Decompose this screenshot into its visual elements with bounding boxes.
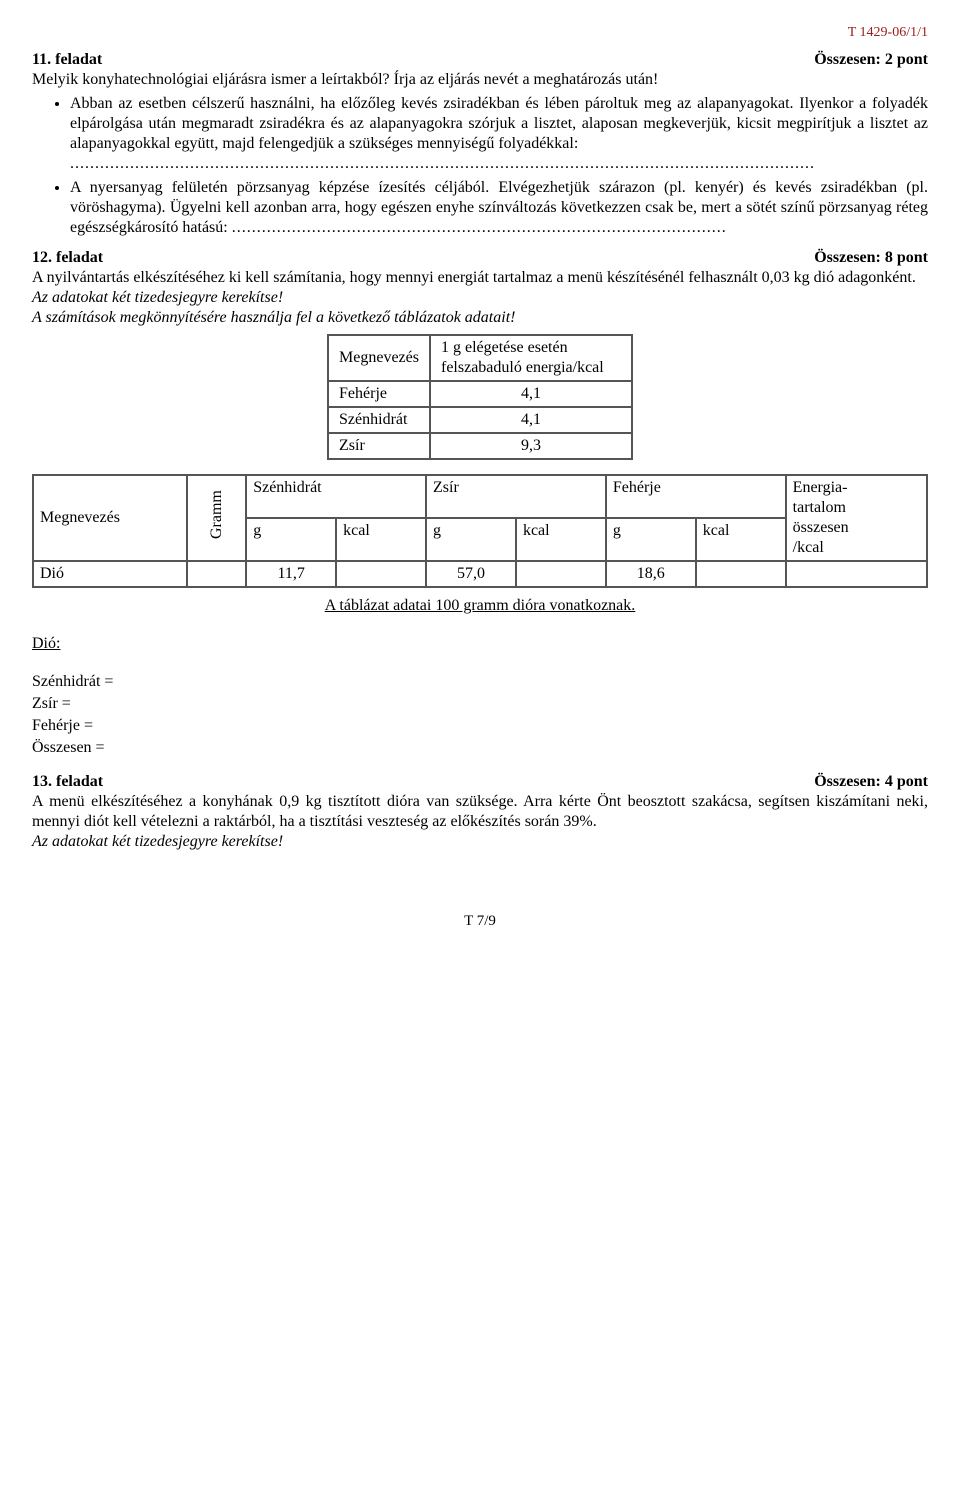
task13-p1: A menü elkészítéséhez a konyhának 0,9 kg…	[32, 792, 928, 832]
energy-table-h2: 1 g elégetése esetén felszabaduló energi…	[430, 335, 632, 381]
task12-heading: 12. feladat	[32, 248, 103, 268]
calc-szenhidrat: Szénhidrát =	[32, 672, 928, 692]
energy-row-val: 4,1	[430, 407, 632, 433]
calc-feherje: Fehérje =	[32, 716, 928, 736]
row-dio-sz-kcal	[336, 561, 426, 587]
task12-p2: Az adatokat két tizedesjegyre kerekítse!	[32, 288, 928, 308]
col-zsir: Zsír	[426, 475, 606, 518]
unit-g: g	[426, 518, 516, 561]
task13-p2: Az adatokat két tizedesjegyre kerekítse!	[32, 832, 928, 852]
unit-kcal: kcal	[696, 518, 786, 561]
unit-g: g	[606, 518, 696, 561]
page-number: T 7/9	[32, 912, 928, 931]
calc-block: Szénhidrát = Zsír = Fehérje = Összesen =	[32, 672, 928, 758]
col-gramm: Gramm	[187, 475, 246, 561]
energy-table: Megnevezés 1 g elégetése esetén felszaba…	[327, 334, 633, 460]
task13-heading: 13. feladat	[32, 772, 103, 792]
unit-g: g	[246, 518, 336, 561]
nutrient-table: Megnevezés Gramm Szénhidrát Zsír Fehérje…	[32, 474, 928, 588]
table-footnote: A táblázat adatai 100 gramm dióra vonatk…	[32, 596, 928, 616]
task11-dots-2: ........................................…	[232, 219, 727, 236]
task11-intro: Melyik konyhatechnológiai eljárásra isme…	[32, 70, 928, 90]
dio-label: Dió:	[32, 634, 928, 654]
row-dio-zs-g: 57,0	[426, 561, 516, 587]
task11-heading: 11. feladat	[32, 50, 102, 70]
energy-row-val: 4,1	[430, 381, 632, 407]
col-szenhidrat: Szénhidrát	[246, 475, 426, 518]
row-dio-gramm	[187, 561, 246, 587]
task13-points: Összesen: 4 pont	[814, 772, 928, 792]
task11-bullet-1: Abban az esetben célszerű használni, ha …	[70, 94, 928, 174]
row-dio-sz-g: 11,7	[246, 561, 336, 587]
row-dio-feh-g: 18,6	[606, 561, 696, 587]
doc-code: T 1429-06/1/1	[32, 24, 928, 42]
energy-table-h1: Megnevezés	[328, 335, 430, 381]
calc-osszesen: Összesen =	[32, 738, 928, 758]
row-dio-zs-kcal	[516, 561, 606, 587]
unit-kcal: kcal	[336, 518, 426, 561]
col-megnevezes: Megnevezés	[33, 475, 187, 561]
col-gramm-label: Gramm	[209, 483, 225, 547]
col-energia-l2: tartalom	[793, 499, 846, 516]
col-energia: Energia- tartalom összesen /kcal	[786, 475, 927, 561]
col-feherje: Fehérje	[606, 475, 786, 518]
task11-points: Összesen: 2 pont	[814, 50, 928, 70]
task12-points: Összesen: 8 pont	[814, 248, 928, 268]
row-dio-feh-kcal	[696, 561, 786, 587]
energy-row-name: Fehérje	[328, 381, 430, 407]
task12-p3: A számítások megkönnyítésére használja f…	[32, 308, 928, 328]
calc-zsir: Zsír =	[32, 694, 928, 714]
row-dio-name: Dió	[33, 561, 187, 587]
col-energia-l3: összesen	[793, 519, 849, 536]
col-energia-l1: Energia-	[793, 479, 848, 496]
col-energia-l4: /kcal	[793, 539, 824, 556]
task12-p1: A nyilvántartás elkészítéséhez ki kell s…	[32, 268, 928, 288]
energy-row-name: Zsír	[328, 433, 430, 459]
task11-bullet-2: A nyersanyag felületén pörzsanyag képzés…	[70, 178, 928, 238]
task11-bullet-1-text: Abban az esetben célszerű használni, ha …	[70, 95, 928, 152]
unit-kcal: kcal	[516, 518, 606, 561]
energy-row-name: Szénhidrát	[328, 407, 430, 433]
energy-row-val: 9,3	[430, 433, 632, 459]
row-dio-energia	[786, 561, 927, 587]
task11-dots-1: ........................................…	[70, 155, 815, 172]
